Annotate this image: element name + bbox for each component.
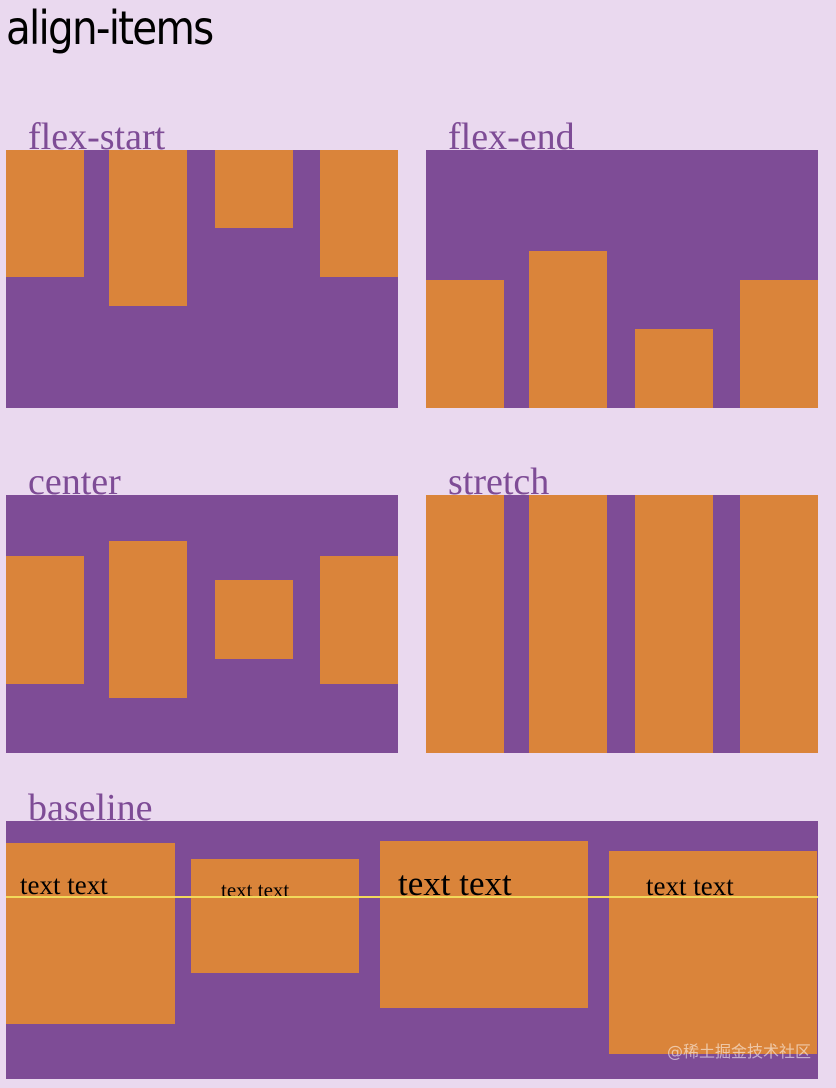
baseline-item-4-text: text text [646,871,734,901]
flex-end-item-3 [635,329,713,408]
baseline-item-1 [6,843,175,1024]
flex-end-item-2 [529,251,607,408]
baseline-container: text text text text text text text text [6,821,818,1079]
stretch-label: stretch [448,461,550,503]
stretch-item-3 [635,495,713,753]
flex-start-label: flex-start [28,116,166,158]
flex-end-label: flex-end [448,116,575,158]
stretch-container [426,495,818,753]
baseline-item-2-text: text text [221,878,290,902]
center-container [6,495,398,753]
baseline-item-1-text: text text [20,870,108,900]
baseline-item-3 [380,841,588,1008]
watermark: @稀土掘金技术社区 [666,1042,811,1061]
flex-end-item-4 [740,280,818,408]
center-item-4 [320,556,398,684]
baseline-label: baseline [28,787,153,829]
flex-end-container [426,150,818,408]
center-item-3 [215,580,293,659]
flex-start-item-2 [109,150,187,306]
flex-start-item-4 [320,150,398,277]
stretch-item-4 [740,495,818,753]
flex-start-container [6,150,398,408]
flex-end-item-1 [426,280,504,408]
page-title: align-items [6,1,214,55]
center-item-2 [109,541,187,698]
flex-start-item-1 [6,150,84,277]
baseline-item-4 [609,851,817,1054]
flex-start-item-3 [215,150,293,228]
stretch-item-2 [529,495,607,753]
center-item-1 [6,556,84,684]
baseline-item-3-text: text text [398,864,512,903]
center-label: center [28,461,121,503]
baseline-item-2 [191,859,359,973]
stretch-item-1 [426,495,504,753]
baseline-guide-line [6,896,818,898]
